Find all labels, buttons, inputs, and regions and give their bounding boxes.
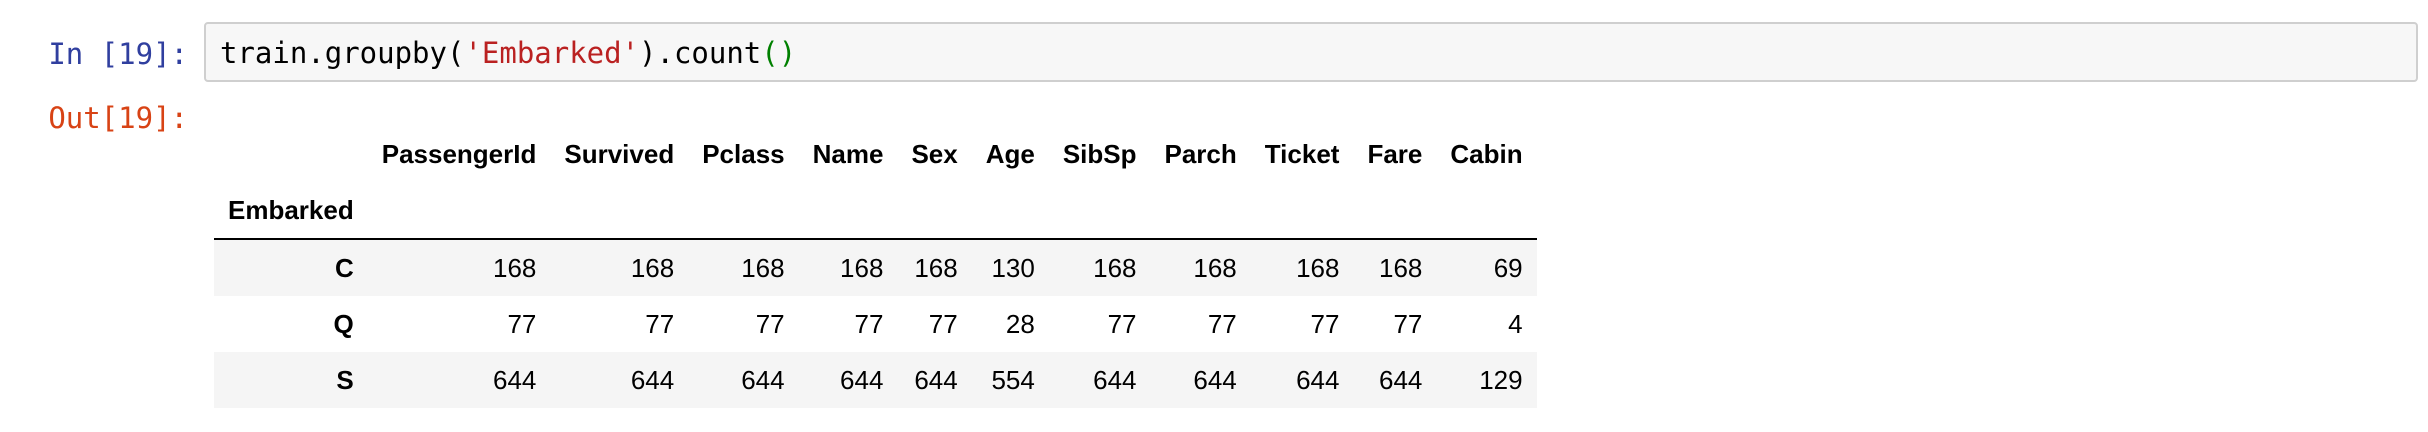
output-prompt: Out[19]: [48,101,188,135]
code-parens: () [761,36,797,70]
column-header: PassengerId [381,138,537,169]
column-header: Cabin [1450,138,1523,169]
table-cell: 69 [1493,252,1523,283]
index-name-header: Embarked [228,194,354,225]
index-row-blank-cell [799,182,898,239]
table-cell: 644 [492,364,537,395]
index-row-blank-cell [1436,182,1536,239]
column-header: SibSp [1062,138,1137,169]
row-index-label: C [334,252,354,283]
column-header: Name [812,138,884,169]
dataframe-table: PassengerId Survived Pclass Name Sex Age SibSp… [214,126,1537,408]
row-index-label: Q [333,308,354,339]
table-cell: 168 [1296,252,1340,283]
table-cell: 77 [1207,308,1237,339]
index-row-blank-cell [368,182,551,239]
table-cell: 554 [991,364,1035,395]
table-body: C 168 168 168 168 168 130 168 168 168 168 69 Q 77 77 77… [214,239,1537,408]
table-cell: 644 [1296,364,1340,395]
index-row-blank-cell [550,182,688,239]
table-cell: 77 [755,308,785,339]
table-cell: 28 [1005,308,1035,339]
table-cell: 644 [1093,364,1137,395]
table-cell: 644 [1378,364,1423,395]
table-cell: 168 [840,252,884,283]
row-index-label: S [336,364,354,395]
index-row-blank-cell [1151,182,1251,239]
table-cell: 168 [1193,252,1237,283]
index-row-blank-cell [972,182,1049,239]
output-area: PassengerId Survived Pclass Name Sex Age SibSp… [214,126,1537,408]
column-header: Fare [1367,138,1423,169]
table-cell: 168 [492,252,537,283]
code-prefix: train.groupby( [220,36,465,70]
index-header-row: Embarked [214,182,1537,239]
table-cell: 77 [507,308,537,339]
table-cell: 644 [914,364,958,395]
column-header: Ticket [1264,138,1340,169]
index-row-blank-cell [1353,182,1436,239]
column-header: Sex [911,138,958,169]
table-cell: 77 [1310,308,1340,339]
index-row-blank-cell [1251,182,1354,239]
column-header: Pclass [702,138,785,169]
table-cell: 130 [991,252,1035,283]
index-row-blank-cell [688,182,798,239]
table-row: S 644 644 644 644 644 554 644 644 644 644 129 [214,352,1537,408]
table-cell: 168 [1378,252,1423,283]
table-cell: 168 [1093,252,1137,283]
table-cell: 4 [1508,308,1523,339]
column-header-row: PassengerId Survived Pclass Name Sex Age SibSp… [214,126,1537,182]
column-header: Parch [1164,138,1237,169]
blank-header-cell [214,126,368,182]
table-row: C 168 168 168 168 168 130 168 168 168 168 69 [214,239,1537,296]
column-header: Survived [564,138,675,169]
table-cell: 644 [1193,364,1237,395]
table-cell: 77 [645,308,675,339]
table-cell: 77 [1393,308,1423,339]
code-middle: ).count [639,36,762,70]
table-cell: 77 [854,308,884,339]
index-row-blank-cell [897,182,971,239]
table-cell: 168 [914,252,958,283]
code-line: train.groupby('Embarked').count() [220,35,796,71]
table-cell: 129 [1479,364,1523,395]
code-input-area[interactable]: train.groupby('Embarked').count() [204,22,2418,82]
table-cell: 644 [630,364,675,395]
table-cell: 77 [928,308,958,339]
table-cell: 644 [741,364,785,395]
column-header: Age [985,138,1035,169]
table-cell: 168 [630,252,675,283]
input-prompt: In [19]: [48,37,188,71]
table-row: Q 77 77 77 77 77 28 77 77 77 77 4 [214,296,1537,352]
index-row-blank-cell [1049,182,1151,239]
code-string-arg: 'Embarked' [464,36,640,70]
table-cell: 77 [1107,308,1137,339]
table-cell: 644 [840,364,884,395]
table-cell: 168 [741,252,785,283]
